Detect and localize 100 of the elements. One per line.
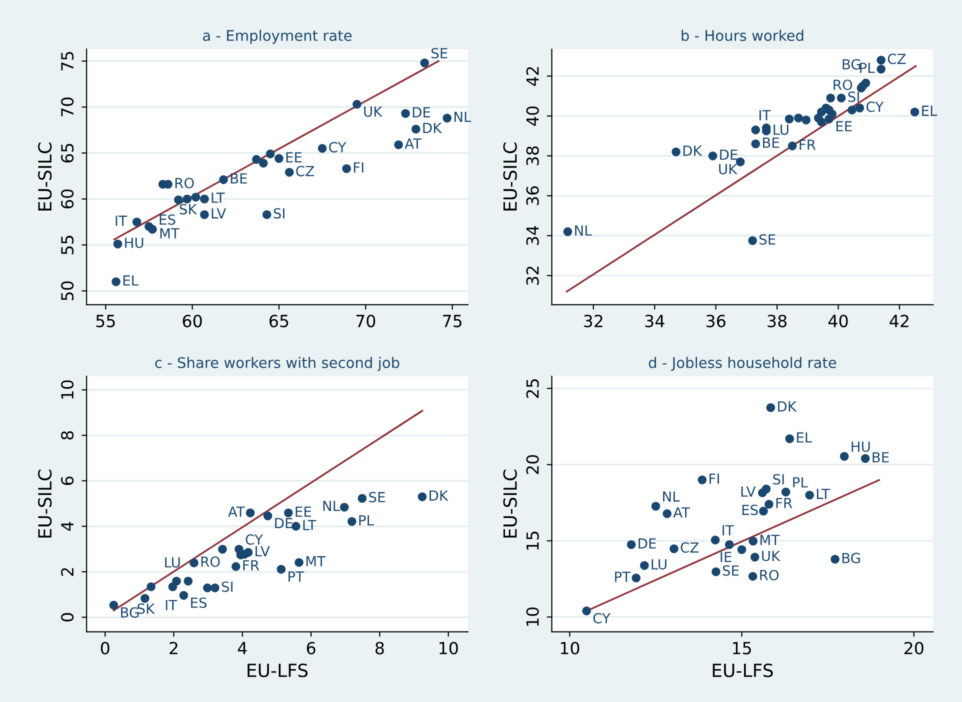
annotation: LV — [212, 208, 226, 218]
point — [794, 114, 803, 122]
annotation: IT — [722, 525, 734, 536]
annotation: UK — [762, 550, 780, 562]
annotation: SK — [138, 603, 155, 614]
annotation: RO — [834, 80, 852, 90]
point — [412, 124, 420, 134]
point — [662, 509, 672, 518]
point — [698, 475, 707, 484]
point — [748, 236, 757, 246]
annotation: BE — [872, 452, 889, 462]
annotation: ES — [191, 597, 207, 608]
annotation: DE — [720, 150, 738, 160]
point — [751, 126, 760, 134]
point — [563, 227, 572, 236]
point — [172, 576, 181, 586]
x-tick-label: 8 — [376, 642, 384, 654]
point — [708, 151, 718, 160]
point — [203, 584, 212, 592]
y-tick-label: 60 — [61, 189, 74, 208]
point — [342, 164, 351, 174]
point — [276, 564, 286, 574]
point — [210, 584, 220, 592]
y-tick-label: 40 — [526, 106, 539, 126]
point — [112, 277, 120, 286]
point — [824, 114, 834, 124]
point — [401, 109, 410, 118]
point — [748, 536, 758, 546]
annotation: LU — [774, 124, 788, 135]
point — [148, 224, 157, 234]
annotation: BG — [121, 607, 139, 618]
y-axis-title: EU-SILC — [503, 470, 517, 538]
annotation: MT — [160, 228, 180, 238]
point — [263, 511, 272, 520]
point — [294, 558, 304, 567]
point — [352, 100, 362, 109]
annotation: RO — [760, 570, 779, 580]
point — [442, 114, 452, 122]
annotation: RO — [201, 556, 220, 567]
x-tick-label: 36 — [706, 314, 726, 328]
annotation: LV — [741, 486, 756, 497]
x-tick-label: 65 — [270, 314, 288, 328]
x-tick-label: 38 — [768, 314, 787, 328]
annotation: DK — [683, 146, 702, 156]
annotation: FR — [776, 498, 792, 508]
x-tick-label: 40 — [828, 314, 848, 328]
point — [318, 144, 327, 153]
annotation: BG — [842, 59, 860, 70]
annotation: SI — [274, 208, 284, 219]
annotation: DK — [778, 401, 797, 412]
x-tick-label: 70 — [356, 314, 376, 328]
annotation: IT — [166, 600, 178, 610]
point — [759, 506, 768, 516]
annotation: SI — [222, 581, 232, 592]
y-tick-label: 34 — [526, 226, 539, 245]
point — [860, 454, 870, 463]
annotation: DE — [275, 518, 292, 528]
x-tick-label: 42 — [890, 314, 908, 328]
y-tick-label: 70 — [61, 98, 74, 116]
point — [244, 548, 253, 557]
annotation: PL — [793, 477, 808, 488]
y-tick-label: 32 — [526, 266, 539, 285]
point — [830, 554, 840, 564]
annotation: CY — [866, 102, 884, 112]
point — [750, 552, 760, 562]
annotation: EL — [796, 432, 812, 443]
x-axis-title: EU-LFS — [248, 664, 308, 678]
point — [146, 582, 156, 592]
y-tick-label: 10 — [61, 380, 74, 399]
chart-title: d - Jobless household rate — [648, 356, 836, 371]
point — [672, 147, 680, 156]
annotation: DE — [638, 538, 656, 548]
y-tick-label: 6 — [61, 476, 74, 485]
x-tick-label: 75 — [443, 314, 462, 328]
point — [855, 104, 864, 112]
point — [781, 488, 790, 496]
annotation: LV — [256, 546, 270, 556]
annotation: SI — [773, 474, 784, 485]
point — [632, 574, 641, 582]
chart-title: c - Share workers with second job — [155, 356, 400, 371]
point — [394, 140, 403, 150]
y-tick-label: 10 — [526, 608, 539, 626]
annotation: LT — [303, 520, 316, 530]
chart-title: b - Hours worked — [682, 30, 804, 42]
y-tick-label: 38 — [526, 146, 539, 166]
y-tick-label: 20 — [526, 455, 539, 474]
annotation: PL — [860, 62, 875, 73]
annotation: AT — [228, 506, 245, 517]
y-tick-label: 8 — [61, 431, 74, 440]
annotation: NL — [323, 500, 340, 512]
annotation: SK — [180, 204, 198, 215]
point — [190, 558, 198, 568]
annotation: EL — [922, 106, 938, 116]
point — [218, 544, 227, 554]
annotation: ES — [742, 504, 758, 516]
y-tick-label: 50 — [61, 281, 74, 300]
annotation: IE — [720, 552, 732, 562]
annotation: SE — [431, 48, 448, 58]
x-tick-label: 34 — [645, 314, 664, 328]
point — [418, 492, 427, 502]
